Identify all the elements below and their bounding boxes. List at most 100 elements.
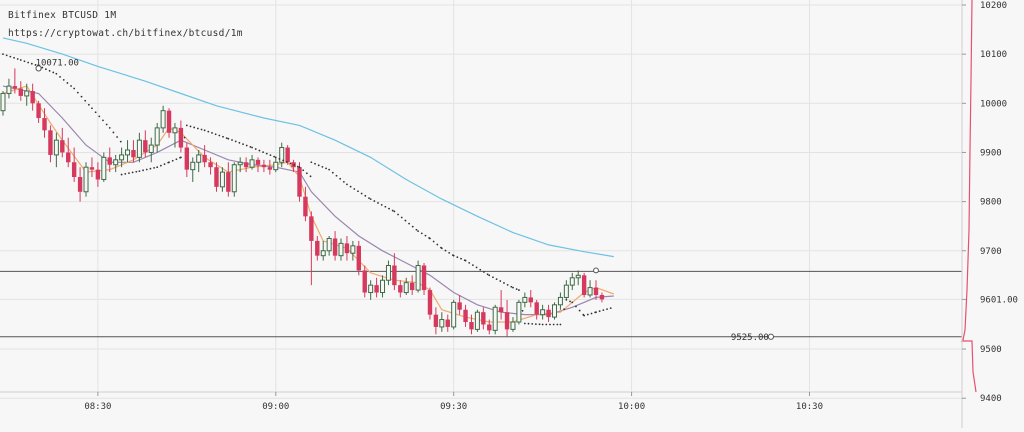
candle[interactable] xyxy=(563,280,569,300)
candle[interactable] xyxy=(136,132,142,163)
candle[interactable] xyxy=(53,132,59,168)
candle[interactable] xyxy=(143,130,148,158)
candle[interactable] xyxy=(599,292,605,303)
candle[interactable] xyxy=(421,263,427,295)
candle[interactable] xyxy=(113,154,119,173)
candle[interactable] xyxy=(18,81,23,101)
candle[interactable] xyxy=(451,299,457,330)
candle[interactable] xyxy=(255,157,261,173)
candle[interactable] xyxy=(362,265,367,298)
candle[interactable] xyxy=(380,275,386,298)
candle[interactable] xyxy=(540,304,546,320)
candle[interactable] xyxy=(214,162,219,192)
candle[interactable] xyxy=(48,125,53,163)
candle[interactable] xyxy=(332,231,338,261)
candle[interactable] xyxy=(184,142,190,178)
candle[interactable] xyxy=(356,240,361,276)
candle[interactable] xyxy=(243,157,249,173)
candle[interactable] xyxy=(403,277,409,295)
candle[interactable] xyxy=(498,290,504,320)
candle[interactable] xyxy=(226,162,231,197)
candle[interactable] xyxy=(433,307,439,335)
candle[interactable] xyxy=(71,147,77,182)
candle[interactable] xyxy=(219,167,225,192)
candle[interactable] xyxy=(338,238,344,261)
candle[interactable] xyxy=(6,78,12,99)
candle[interactable] xyxy=(42,108,47,138)
candle[interactable] xyxy=(202,145,207,168)
candle[interactable] xyxy=(409,275,415,295)
candle[interactable] xyxy=(315,236,320,261)
candle[interactable] xyxy=(125,140,131,163)
candle[interactable] xyxy=(439,312,445,332)
candle[interactable] xyxy=(190,157,196,182)
candle[interactable] xyxy=(101,152,107,182)
candle[interactable] xyxy=(166,108,172,138)
candle[interactable] xyxy=(178,120,184,153)
candle[interactable] xyxy=(172,122,178,148)
candle[interactable] xyxy=(516,299,522,325)
candle[interactable] xyxy=(285,145,290,165)
candle[interactable] xyxy=(492,304,498,335)
candle[interactable] xyxy=(160,105,166,133)
candle[interactable] xyxy=(469,314,474,335)
candle[interactable] xyxy=(12,68,18,94)
candle[interactable] xyxy=(297,162,302,202)
candle[interactable] xyxy=(131,140,136,163)
candle[interactable] xyxy=(95,162,101,187)
candle[interactable] xyxy=(392,253,397,291)
candle[interactable] xyxy=(0,91,6,116)
candle[interactable] xyxy=(510,317,516,332)
candle[interactable] xyxy=(107,147,112,173)
candle[interactable] xyxy=(385,260,391,286)
candle[interactable] xyxy=(534,299,539,320)
candle[interactable] xyxy=(481,307,486,330)
candle[interactable] xyxy=(60,127,65,158)
candle[interactable] xyxy=(249,154,255,170)
candle[interactable] xyxy=(83,162,89,197)
candle[interactable] xyxy=(457,294,462,315)
candle[interactable] xyxy=(77,167,83,202)
candle[interactable] xyxy=(427,287,433,320)
candle[interactable] xyxy=(581,272,587,298)
candle[interactable] xyxy=(24,83,30,106)
candle[interactable] xyxy=(148,137,154,163)
candle[interactable] xyxy=(303,186,308,222)
candle[interactable] xyxy=(30,83,35,111)
candle[interactable] xyxy=(569,272,575,291)
candle[interactable] xyxy=(504,299,510,337)
candle[interactable] xyxy=(575,270,581,286)
candle[interactable] xyxy=(326,236,332,256)
candle[interactable] xyxy=(445,314,450,332)
candle[interactable] xyxy=(374,277,379,298)
candle[interactable] xyxy=(368,280,374,300)
candle[interactable] xyxy=(546,304,551,323)
candle[interactable] xyxy=(350,240,356,261)
candle[interactable] xyxy=(320,240,326,261)
candle[interactable] xyxy=(66,137,71,168)
candle[interactable] xyxy=(463,304,468,327)
candle[interactable] xyxy=(487,319,492,335)
candle[interactable] xyxy=(557,292,563,310)
candle[interactable] xyxy=(551,302,557,320)
candle[interactable] xyxy=(522,292,528,308)
candle[interactable] xyxy=(398,280,403,298)
candle[interactable] xyxy=(36,100,41,123)
candle[interactable] xyxy=(587,280,593,298)
candle[interactable] xyxy=(237,157,243,173)
candle[interactable] xyxy=(474,309,480,332)
candle[interactable] xyxy=(273,157,279,173)
candle[interactable] xyxy=(309,211,314,286)
candle[interactable] xyxy=(344,236,350,261)
candle[interactable] xyxy=(528,290,533,308)
candle[interactable] xyxy=(154,122,160,153)
candle[interactable] xyxy=(196,149,202,173)
candle[interactable] xyxy=(593,280,599,300)
candle[interactable] xyxy=(231,162,237,197)
candle[interactable] xyxy=(267,159,273,175)
candle[interactable] xyxy=(279,142,285,168)
candle[interactable] xyxy=(208,157,213,175)
candle[interactable] xyxy=(119,147,125,168)
candle[interactable] xyxy=(415,260,421,293)
